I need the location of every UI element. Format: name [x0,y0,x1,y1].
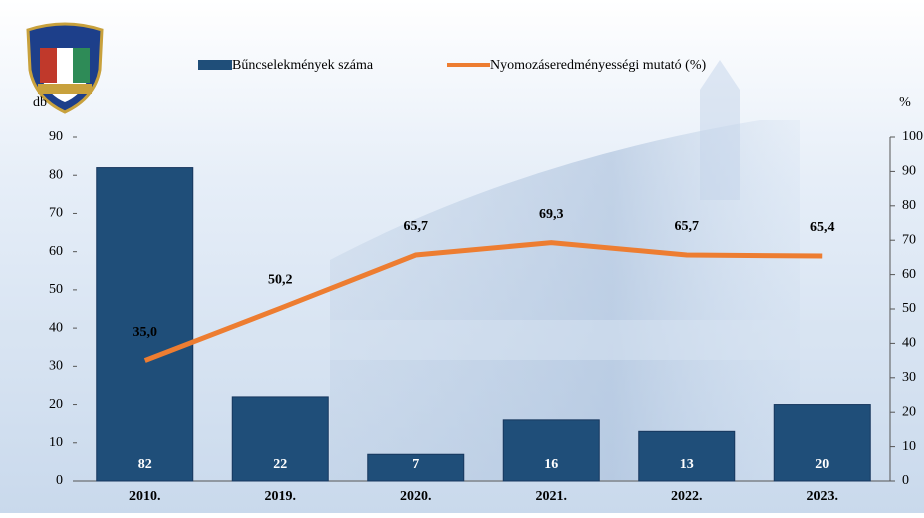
y2-tick-label: 80 [902,198,916,213]
tower-silhouette [700,60,740,200]
bar-value-label: 16 [544,457,558,472]
line-value-label: 35,0 [133,325,158,340]
legend-label: Bűncselekmények száma [232,58,374,73]
chart: db % Bűncselekmények száma Nyomozáseredm… [0,0,924,513]
line-value-label: 65,7 [404,219,429,234]
y-tick-label: 80 [49,167,63,182]
x-tick-label: 2010. [129,489,161,504]
y2-tick-label: 50 [902,301,916,316]
bar-value-label: 82 [138,457,152,472]
y2-tick-label: 0 [902,473,909,488]
y2-tick-label: 100 [902,129,923,144]
bar-value-label: 22 [273,457,287,472]
line-value-label: 69,3 [539,207,564,222]
y-tick-label: 40 [49,320,63,335]
x-tick-label: 2021. [536,489,568,504]
logo-ribbon [38,84,92,94]
y-tick-label: 90 [49,129,63,144]
y2-tick-label: 70 [902,232,916,247]
y2-tick-label: 60 [902,267,916,282]
y-tick-label: 10 [49,435,63,450]
legend-swatch [198,60,232,70]
y2-tick-label: 20 [902,404,916,419]
line-value-label: 65,4 [810,220,835,235]
y2-axis-label: % [899,95,911,110]
x-tick-label: 2020. [400,489,432,504]
y-tick-label: 70 [49,206,63,221]
x-tick-label: 2023. [807,489,839,504]
y-tick-label: 30 [49,359,63,374]
bar-value-label: 7 [412,457,419,472]
legend-label: Nyomozáseredményességi mutató (%) [490,58,706,73]
y-tick-label: 60 [49,244,63,259]
bar [639,431,735,481]
x-tick-label: 2019. [265,489,297,504]
bar-value-label: 20 [815,457,829,472]
y-axis-label: db [33,95,47,110]
y2-tick-label: 40 [902,336,916,351]
y2-tick-label: 90 [902,164,916,179]
y2-tick-label: 30 [902,370,916,385]
line-value-label: 50,2 [268,273,293,288]
x-tick-label: 2022. [671,489,703,504]
y-tick-label: 50 [49,282,63,297]
logo-stripe [73,48,90,83]
line-value-label: 65,7 [675,219,700,234]
y2-tick-label: 10 [902,439,916,454]
y-tick-label: 20 [49,397,63,412]
y-tick-label: 0 [56,473,63,488]
logo-stripe [40,48,57,83]
bar-value-label: 13 [680,457,694,472]
